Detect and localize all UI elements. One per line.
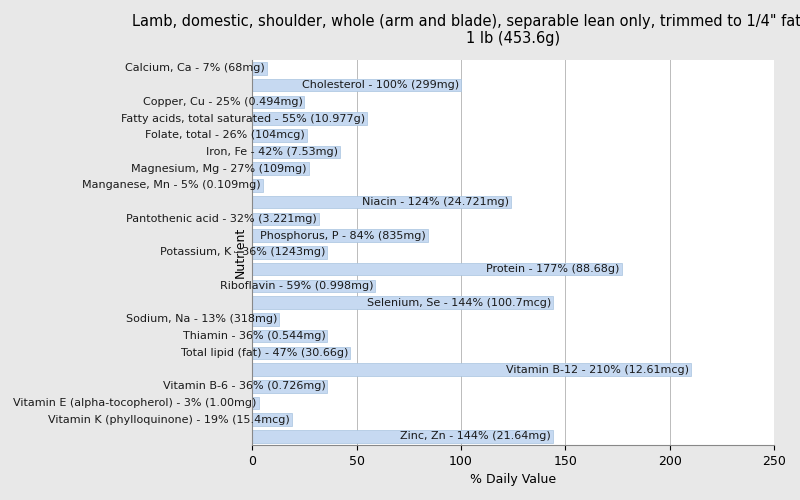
Bar [252, 62, 267, 74]
Text: Copper, Cu - 25% (0.494mg): Copper, Cu - 25% (0.494mg) [142, 97, 302, 107]
Text: Vitamin B-12 - 210% (12.61mcg): Vitamin B-12 - 210% (12.61mcg) [506, 364, 689, 374]
Text: Folate, total - 26% (104mcg): Folate, total - 26% (104mcg) [145, 130, 305, 140]
Text: Zinc, Zn - 144% (21.64mg): Zinc, Zn - 144% (21.64mg) [400, 432, 551, 442]
Y-axis label: Nutrient: Nutrient [234, 227, 246, 278]
Text: Pantothenic acid - 32% (3.221mg): Pantothenic acid - 32% (3.221mg) [126, 214, 317, 224]
Bar [252, 313, 279, 326]
Text: Vitamin E (alpha-tocopherol) - 3% (1.00mg): Vitamin E (alpha-tocopherol) - 3% (1.00m… [13, 398, 257, 408]
Bar [252, 346, 350, 359]
Text: Sodium, Na - 13% (318mg): Sodium, Na - 13% (318mg) [126, 314, 278, 324]
Bar [252, 246, 327, 258]
Text: Niacin - 124% (24.721mg): Niacin - 124% (24.721mg) [362, 197, 509, 207]
Bar [252, 396, 258, 409]
Bar [252, 330, 327, 342]
Bar [252, 112, 367, 125]
Bar [252, 430, 553, 442]
Bar [252, 296, 553, 309]
Text: Calcium, Ca - 7% (68mg): Calcium, Ca - 7% (68mg) [125, 64, 265, 74]
Bar [252, 162, 309, 175]
Bar [252, 79, 461, 92]
Text: Selenium, Se - 144% (100.7mcg): Selenium, Se - 144% (100.7mcg) [366, 298, 551, 308]
Bar [252, 129, 306, 141]
Bar [252, 380, 327, 392]
Bar [252, 280, 375, 292]
Text: Magnesium, Mg - 27% (109mg): Magnesium, Mg - 27% (109mg) [131, 164, 306, 173]
Text: Total lipid (fat) - 47% (30.66g): Total lipid (fat) - 47% (30.66g) [181, 348, 348, 358]
Bar [252, 179, 262, 192]
Text: Protein - 177% (88.68g): Protein - 177% (88.68g) [486, 264, 620, 274]
Bar [252, 196, 511, 208]
Text: Thiamin - 36% (0.544mg): Thiamin - 36% (0.544mg) [182, 331, 326, 341]
Text: Vitamin K (phylloquinone) - 19% (15.4mcg): Vitamin K (phylloquinone) - 19% (15.4mcg… [48, 414, 290, 424]
Bar [252, 230, 428, 242]
Bar [252, 212, 319, 225]
X-axis label: % Daily Value: % Daily Value [470, 473, 556, 486]
Text: Riboflavin - 59% (0.998mg): Riboflavin - 59% (0.998mg) [220, 281, 374, 291]
Title: Lamb, domestic, shoulder, whole (arm and blade), separable lean only, trimmed to: Lamb, domestic, shoulder, whole (arm and… [132, 14, 800, 46]
Bar [252, 414, 292, 426]
Text: Manganese, Mn - 5% (0.109mg): Manganese, Mn - 5% (0.109mg) [82, 180, 261, 190]
Bar [252, 146, 340, 158]
Text: Fatty acids, total saturated - 55% (10.977g): Fatty acids, total saturated - 55% (10.9… [121, 114, 365, 124]
Text: Potassium, K - 36% (1243mg): Potassium, K - 36% (1243mg) [160, 248, 326, 258]
Bar [252, 96, 305, 108]
Text: Iron, Fe - 42% (7.53mg): Iron, Fe - 42% (7.53mg) [206, 147, 338, 157]
Bar [252, 364, 690, 376]
Bar [252, 263, 622, 276]
Text: Cholesterol - 100% (299mg): Cholesterol - 100% (299mg) [302, 80, 459, 90]
Text: Phosphorus, P - 84% (835mg): Phosphorus, P - 84% (835mg) [260, 230, 426, 240]
Text: Vitamin B-6 - 36% (0.726mg): Vitamin B-6 - 36% (0.726mg) [162, 382, 326, 392]
